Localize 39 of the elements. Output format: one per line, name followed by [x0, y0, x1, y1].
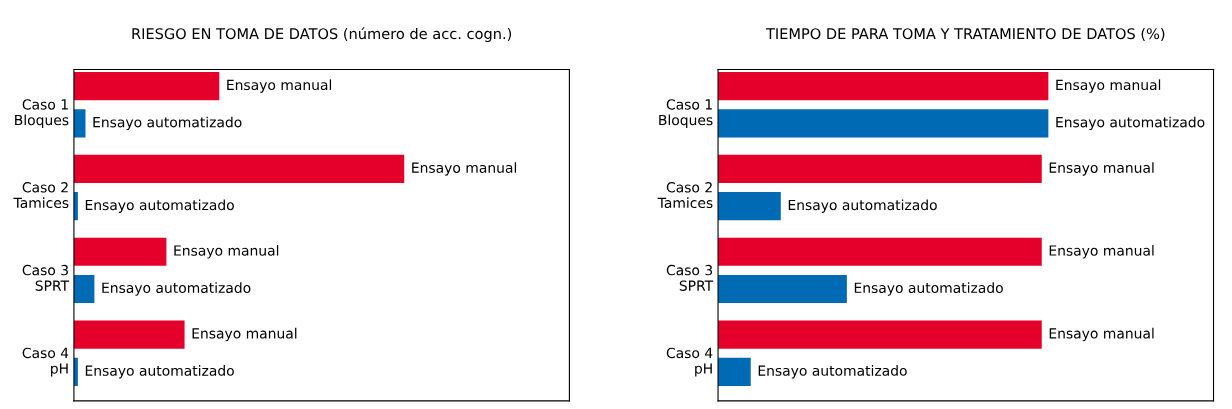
series-label: Ensayo automatizado [1056, 116, 1205, 131]
y-tick-label: Caso 4 pH [22, 347, 69, 377]
bar [73, 274, 95, 304]
bar [718, 237, 1042, 266]
text: Ensayo manual [227, 79, 332, 93]
text: Ensayo manual [192, 327, 297, 342]
bar [718, 154, 1042, 183]
bar [718, 72, 1049, 101]
series-label: Ensayo manual [412, 162, 517, 176]
bar [718, 274, 847, 304]
y-tick-label: Caso 2 Tamices [657, 182, 713, 209]
bar [718, 357, 751, 386]
bar [73, 72, 220, 101]
bar [718, 109, 1049, 138]
bar [718, 192, 781, 221]
series-label: Ensayo automatizado [93, 116, 242, 131]
y-tick-label: Caso 3 SPRT [666, 264, 714, 291]
bar [718, 320, 1042, 349]
text: Ensayo automatizado [788, 199, 937, 213]
y-tick-label: Caso 1 Bloques [659, 99, 713, 128]
bar [73, 237, 167, 266]
chart-title: TIEMPO DE PARA TOMA Y TRATAMIENTO DE DATOS (%) [765, 27, 1165, 41]
text: Ensayo automatizado [85, 365, 234, 379]
text: Ensayo manual [1049, 327, 1154, 342]
text: Ensayo automatizado [85, 199, 234, 213]
text: Ensayo manual [174, 245, 279, 259]
y-tick-label: Caso 1 Bloques [15, 99, 69, 128]
series-label: Ensayo manual [1056, 79, 1161, 93]
bar [73, 320, 185, 349]
y-tick-label: Caso 2 Tamices [13, 182, 69, 209]
text: Ensayo manual [1049, 162, 1154, 176]
chart-title: RIESGO EN TOMA DE DATOS (número de acc. cogn.) [132, 27, 512, 43]
bar [73, 154, 405, 183]
text: Ensayo manual [1049, 245, 1154, 259]
text: Ensayo automatizado [758, 365, 907, 379]
y-tick-label: Caso 3 SPRT [22, 264, 70, 291]
text: Ensayo automatizado [854, 282, 1003, 296]
text: Ensayo automatizado [102, 282, 251, 296]
y-tick-label: Caso 4 pH [666, 347, 713, 377]
